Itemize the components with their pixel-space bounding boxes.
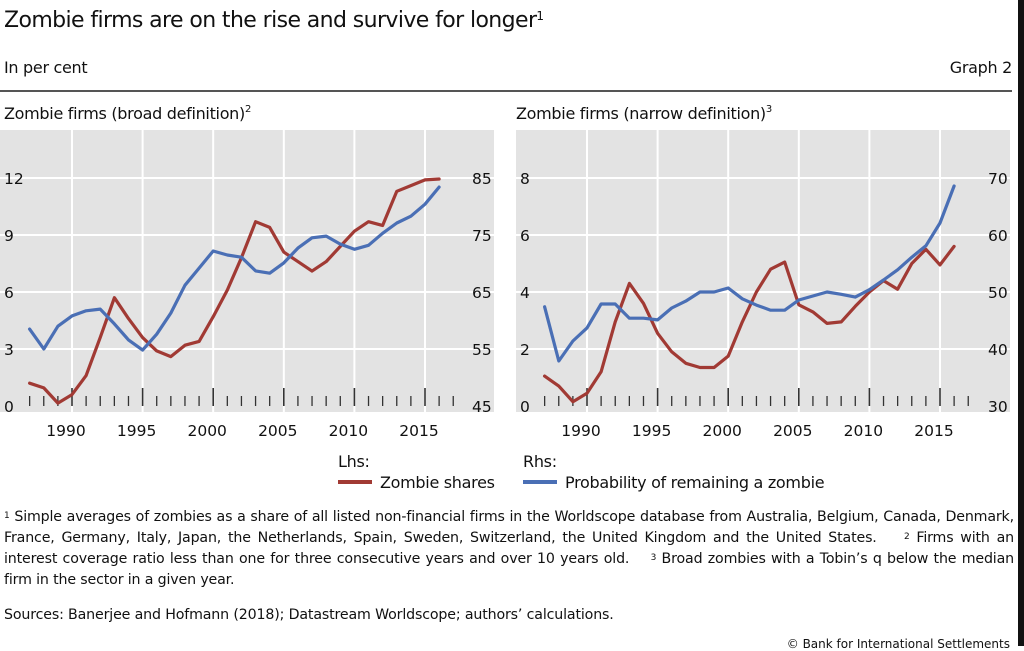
footnote-3: Broad zombies with a Tobin’s q below the… <box>4 551 1014 588</box>
footnotes: 1 Simple averages of zombies as a share … <box>4 507 1014 591</box>
x-tick-label: 2015 <box>914 422 953 440</box>
chart-broad: 1990 1995 2000 2005 2010 2015 0 3 6 9 12 45 55 65 75 85 <box>0 130 494 440</box>
series-line-probability <box>28 185 441 352</box>
footnote-2: Firms with an interest coverage ratio le… <box>4 530 1014 567</box>
series-line-zombie-shares <box>28 177 441 405</box>
footnote-2-mark: 2 <box>903 532 910 542</box>
plot-area <box>516 130 1010 412</box>
header-divider <box>0 90 1012 92</box>
panel-title-narrow-text: Zombie firms (narrow definition) <box>516 104 766 123</box>
title-footnote-mark: 1 <box>536 9 544 23</box>
y-right-tick-label: 30 <box>988 398 1008 416</box>
legend-label-probability: Probability of remaining a zombie <box>565 473 825 492</box>
legend-lhs: Lhs: Zombie shares <box>338 452 495 492</box>
legend-lhs-header: Lhs: <box>338 452 370 471</box>
chart-narrow: 1990 1995 2000 2005 2010 2015 0 2 4 6 8 30 40 50 60 70 <box>516 130 1010 440</box>
y-left-tick-label: 2 <box>520 341 530 359</box>
legend-swatch-zombie-shares <box>338 479 372 484</box>
x-tick-label: 1990 <box>561 422 600 440</box>
y-left-tick-label: 6 <box>4 284 14 302</box>
sources: Sources: Banerjee and Hofmann (2018); Da… <box>4 607 614 623</box>
x-tick-label: 2015 <box>399 422 438 440</box>
y-left-tick-label: 0 <box>4 398 14 416</box>
legend-rhs-header: Rhs: <box>523 452 557 471</box>
y-right-tick-label: 40 <box>988 341 1008 359</box>
series-line-zombie-shares <box>543 244 956 404</box>
x-tick-label: 2005 <box>773 422 812 440</box>
y-right-tick-label: 60 <box>988 227 1008 245</box>
chart-title: Zombie firms are on the rise and survive… <box>4 8 544 33</box>
y-right-tick-label: 55 <box>472 341 492 359</box>
legend-label-zombie-shares: Zombie shares <box>380 473 495 492</box>
copyright: © Bank for International Settlements <box>786 637 1010 651</box>
plot-area <box>0 130 494 412</box>
x-tick-label: 2005 <box>258 422 297 440</box>
footnote-1-mark: 1 <box>4 511 10 521</box>
x-tick-label: 1995 <box>117 422 156 440</box>
graph-number: Graph 2 <box>949 58 1013 77</box>
panel-title-broad-text: Zombie firms (broad definition) <box>4 104 245 123</box>
y-left-tick-label: 9 <box>4 227 14 245</box>
y-left-tick-label: 0 <box>520 398 530 416</box>
y-right-tick-label: 70 <box>988 170 1008 188</box>
footnote-3-mark: 3 <box>650 553 657 563</box>
right-border <box>1018 0 1024 646</box>
x-tick-label: 2010 <box>329 422 368 440</box>
y-left-tick-label: 12 <box>4 170 24 188</box>
x-tick-label: 1995 <box>632 422 671 440</box>
chart-title-text: Zombie firms are on the rise and survive… <box>4 8 537 33</box>
x-tick-label: 2000 <box>187 422 226 440</box>
y-left-tick-label: 4 <box>520 284 530 302</box>
x-tick-label: 1990 <box>46 422 85 440</box>
y-right-tick-label: 75 <box>472 227 492 245</box>
panel-title-broad-note: 2 <box>244 104 252 115</box>
panel-title-narrow-note: 3 <box>765 104 772 115</box>
panel-title-broad: Zombie firms (broad definition)2 <box>4 104 251 123</box>
panel-title-narrow: Zombie firms (narrow definition)3 <box>516 104 772 123</box>
y-right-tick-label: 65 <box>472 284 492 302</box>
y-right-tick-label: 50 <box>988 284 1008 302</box>
units-label: In per cent <box>4 58 88 77</box>
legend-swatch-probability <box>523 479 557 484</box>
y-left-tick-label: 6 <box>520 227 530 245</box>
y-left-tick-label: 8 <box>520 170 530 188</box>
x-tick-label: 2000 <box>702 422 741 440</box>
series-line-probability <box>543 184 956 363</box>
y-right-tick-label: 85 <box>472 170 492 188</box>
y-right-tick-label: 45 <box>472 398 492 416</box>
x-tick-label: 2010 <box>844 422 883 440</box>
legend-rhs: Rhs: Probability of remaining a zombie <box>523 452 825 492</box>
footnote-1: Simple averages of zombies as a share of… <box>4 509 1014 546</box>
y-left-tick-label: 3 <box>4 341 14 359</box>
